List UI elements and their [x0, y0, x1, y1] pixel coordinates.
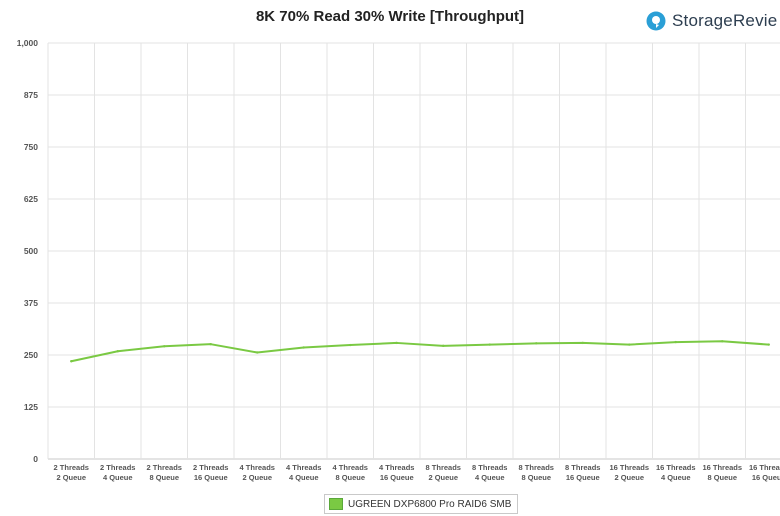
x-tick-label: 2 Threads	[54, 463, 89, 472]
x-tick-label: 4 Queue	[661, 473, 691, 482]
storagereview-logo-icon	[646, 11, 666, 31]
brand-name: StorageRevie	[672, 11, 778, 30]
x-tick-label: 2 Threads	[193, 463, 228, 472]
x-tick-label: 16 Queue	[566, 473, 600, 482]
series-line	[71, 340, 769, 363]
legend[interactable]: UGREEN DXP6800 Pro RAID6 SMB	[324, 494, 519, 514]
data-point	[395, 341, 398, 345]
x-tick-label: 2 Queue	[56, 473, 86, 482]
data-point	[488, 343, 491, 346]
series-layer	[70, 340, 770, 363]
x-tick-label: 8 Queue	[335, 473, 365, 482]
x-tick-label: 2 Threads	[100, 463, 135, 472]
legend-label: UGREEN DXP6800 Pro RAID6 SMB	[348, 498, 512, 510]
data-point	[767, 343, 770, 346]
legend-swatch	[329, 498, 343, 510]
data-point	[163, 345, 166, 348]
data-point	[209, 342, 212, 346]
data-point	[116, 350, 119, 353]
x-tick-label: 16 Threads	[656, 463, 696, 472]
x-tick-label: 8 Threads	[426, 463, 461, 472]
x-tick-label: 16 Queue	[380, 473, 414, 482]
y-tick-label: 875	[24, 90, 38, 100]
x-tick-label: 16 Threads	[609, 463, 649, 472]
y-tick-label: 375	[24, 298, 38, 308]
data-point	[721, 340, 724, 343]
x-tick-label: 4 Queue	[103, 473, 133, 482]
data-point	[442, 344, 445, 348]
data-point	[628, 343, 631, 346]
x-tick-label: 8 Queue	[149, 473, 179, 482]
x-tick-label: 2 Queue	[428, 473, 458, 482]
x-tick-label: 4 Threads	[379, 463, 414, 472]
data-point	[581, 341, 584, 345]
x-tick-label: 4 Threads	[333, 463, 368, 472]
brand-logo: StorageRevie	[646, 8, 777, 34]
y-tick-label: 750	[24, 142, 38, 152]
x-tick-label: 16 Queue	[194, 473, 228, 482]
y-tick-label: 125	[24, 402, 38, 412]
x-tick-label: 16 Threads	[702, 463, 742, 472]
x-tick-label: 8 Queue	[521, 473, 551, 482]
x-tick-label: 8 Threads	[472, 463, 507, 472]
x-tick-label: 4 Threads	[286, 463, 321, 472]
data-point	[302, 346, 305, 349]
y-tick-label: 1,000	[17, 38, 39, 48]
x-tick-label: 16 Queue	[752, 473, 780, 482]
data-point	[349, 343, 352, 347]
x-tick-label: 16 Threads	[749, 463, 780, 472]
x-tick-label: 4 Queue	[289, 473, 319, 482]
grid-layer	[47, 42, 780, 460]
x-tick-label: 2 Queue	[242, 473, 272, 482]
x-tick-label: 8 Queue	[707, 473, 737, 482]
y-tick-label: 500	[24, 246, 38, 256]
y-tick-label: 625	[24, 194, 38, 204]
data-point	[674, 340, 677, 344]
x-tick-label: 8 Threads	[565, 463, 600, 472]
x-tick-label: 4 Queue	[475, 473, 505, 482]
y-tick-label: 250	[24, 350, 38, 360]
data-point	[70, 360, 73, 363]
x-tick-label: 2 Threads	[147, 463, 182, 472]
x-tick-label: 2 Queue	[614, 473, 644, 482]
chart-title: 8K 70% Read 30% Write [Throughput]	[255, 8, 525, 25]
data-point	[535, 342, 538, 345]
x-tick-label: 8 Threads	[519, 463, 554, 472]
y-tick-label: 0	[33, 454, 38, 464]
x-tick-label: 4 Threads	[240, 463, 275, 472]
y-axis-ticks: 0 125 250 375 500 625 750 875 1,000	[17, 38, 39, 464]
data-point	[256, 351, 259, 354]
